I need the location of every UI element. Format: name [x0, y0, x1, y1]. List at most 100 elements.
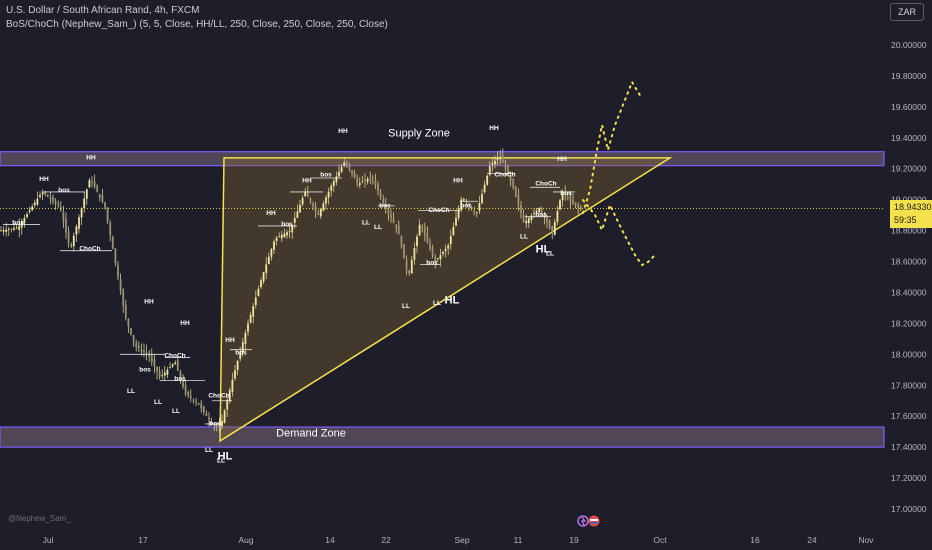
candle-body — [481, 193, 483, 204]
candle-body — [200, 403, 203, 409]
candle-body — [7, 229, 10, 230]
chart-label: HH — [453, 178, 463, 185]
candle-body — [293, 218, 296, 223]
x-tick-label: 24 — [807, 535, 817, 545]
x-tick-label: Aug — [238, 535, 253, 545]
candle-body — [278, 236, 281, 237]
candle-body — [358, 183, 361, 186]
candle-body — [460, 199, 463, 211]
chart-label: ChoCh — [79, 246, 100, 253]
candle-body — [236, 360, 239, 370]
y-tick-label: 20.00000 — [891, 40, 927, 50]
candle-body — [98, 194, 101, 198]
chart-label: bos — [58, 187, 70, 194]
candle-body — [309, 198, 312, 202]
candle-body — [491, 163, 494, 166]
candle-body — [442, 252, 444, 254]
chart-label: Supply Zone — [388, 127, 450, 139]
candle-body — [559, 200, 561, 210]
x-tick-label: Nov — [858, 535, 874, 545]
candle-body — [457, 208, 460, 218]
candle-body — [101, 195, 104, 203]
candle-body — [343, 162, 346, 166]
candle-body — [462, 198, 465, 201]
candle-body — [195, 401, 197, 403]
candle-body — [553, 222, 556, 235]
candle-body — [543, 213, 546, 218]
candle-body — [356, 178, 359, 183]
candle-body — [135, 342, 138, 348]
chart-label: bos — [535, 212, 547, 219]
candle-body — [413, 248, 416, 260]
candle-body — [514, 186, 517, 197]
x-tick-label: 14 — [325, 535, 335, 545]
y-tick-label: 19.40000 — [891, 133, 927, 143]
candle-body — [345, 161, 348, 165]
candle-body — [507, 166, 509, 175]
chart-label: HH — [180, 320, 190, 327]
candle-body — [327, 191, 330, 198]
x-tick-label: Oct — [653, 535, 667, 545]
candle-body — [18, 225, 21, 230]
candle-body — [546, 217, 548, 223]
candle-body — [288, 230, 291, 232]
candle-body — [267, 256, 270, 264]
chart-label: Demand Zone — [276, 427, 346, 439]
y-tick-label: 17.60000 — [891, 411, 927, 421]
x-tick-label: 11 — [514, 535, 523, 545]
candle-body — [223, 410, 226, 423]
candle-body — [117, 264, 119, 277]
candle-body — [296, 211, 299, 218]
y-tick-label: 18.80000 — [891, 226, 927, 236]
candle-body — [67, 231, 70, 244]
candle-body — [538, 208, 541, 213]
candle-body — [176, 360, 179, 371]
candle-body — [475, 212, 478, 214]
candle-body — [156, 366, 158, 372]
time-axis[interactable]: Jul 17 Aug 14 22 Sep 11 19 Oct 16 24 Nov — [43, 535, 875, 545]
candle-body — [280, 234, 283, 239]
candle-body — [520, 204, 522, 214]
candle-body — [0, 230, 2, 232]
candle-body — [59, 207, 62, 211]
candle-body — [158, 371, 161, 377]
candle-body — [340, 167, 343, 172]
chart-label: LL — [546, 250, 554, 257]
chart-label: bos — [174, 376, 186, 383]
candle-body — [231, 379, 234, 392]
candle-body — [83, 198, 86, 209]
tradingview-logo-icon[interactable] — [577, 514, 601, 528]
candle-body — [371, 177, 374, 179]
candle-body — [312, 203, 314, 207]
candle-body — [215, 425, 218, 427]
candle-body — [319, 208, 322, 217]
candle-body — [187, 391, 190, 396]
candle-body — [88, 180, 91, 188]
price-axis[interactable]: 20.00000 19.80000 19.60000 19.40000 19.20000… — [891, 40, 927, 514]
triangle-pattern[interactable] — [219, 157, 673, 443]
candle-body — [317, 212, 320, 215]
chart-label: ChoCh — [428, 207, 449, 214]
candle-body — [286, 232, 288, 236]
y-tick-label: 19.00000 — [891, 195, 927, 205]
candle-body — [153, 359, 156, 367]
chart-label: HL — [536, 243, 551, 255]
candle-body — [78, 217, 80, 229]
currency-badge[interactable]: ZAR — [890, 3, 924, 21]
candle-body — [275, 237, 278, 241]
current-price-tag: 18.94330 59:35 — [890, 200, 932, 228]
candle-body — [517, 194, 520, 205]
bullish-projection[interactable] — [582, 79, 642, 214]
demand-zone[interactable] — [0, 426, 885, 448]
candle-body — [96, 185, 99, 193]
candle-body — [447, 245, 450, 249]
chart-label: HH — [489, 125, 499, 132]
candle-body — [452, 226, 455, 236]
candle-body — [377, 184, 379, 191]
chart-label: bos — [320, 171, 332, 178]
indicator-legend[interactable]: BoS/ChoCh (Nephew_Sam_) (5, 5, Close, HH… — [6, 19, 388, 30]
candle-body — [72, 235, 75, 247]
chart-label: ChoCh — [535, 181, 556, 188]
